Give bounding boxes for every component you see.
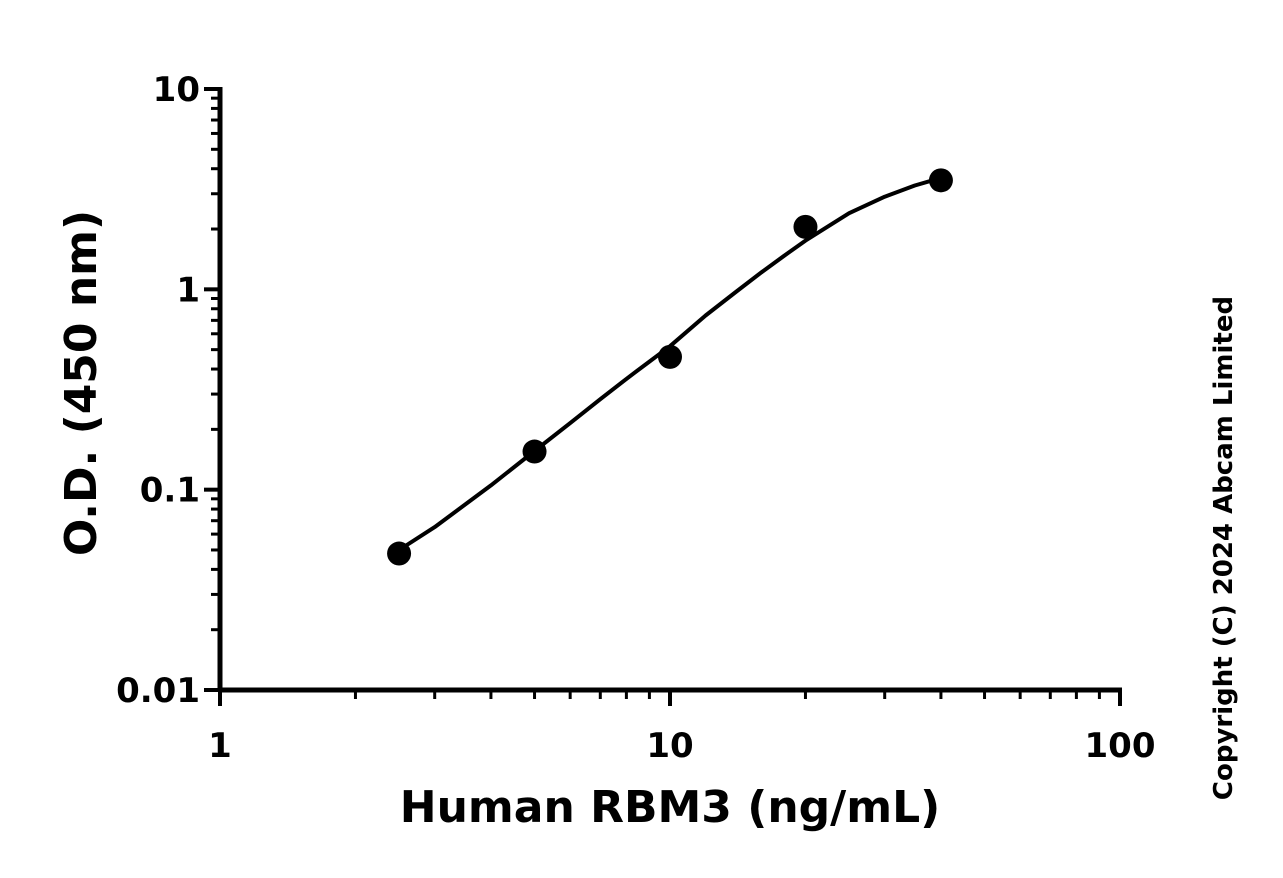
y-tick-label: 10 [153,70,200,110]
data-point [793,214,818,239]
x-tick-label: 10 [646,726,693,766]
data-point [658,344,682,369]
data-points-layer [387,168,953,566]
x-tick-label: 1 [208,726,232,766]
y-axis-label: O.D. (450 nm) [56,210,107,556]
y-tick-label: 0.1 [140,471,200,511]
y-tick-label: 1 [176,270,200,310]
data-point [928,168,953,193]
data-point [387,541,412,566]
data-point [522,439,547,464]
x-axis-label: Human RBM3 (ng/mL) [400,782,940,833]
labels-layer: Human RBM3 (ng/mL) O.D. (450 nm) Copyrig… [56,210,1239,833]
axes: 0.01 0.1 1 10 1 10 100 [116,70,1155,766]
y-tick-label: 0.01 [116,671,200,711]
copyright-watermark: Copyright (C) 2024 Abcam Limited [1209,296,1239,800]
x-tick-label: 100 [1085,726,1156,766]
